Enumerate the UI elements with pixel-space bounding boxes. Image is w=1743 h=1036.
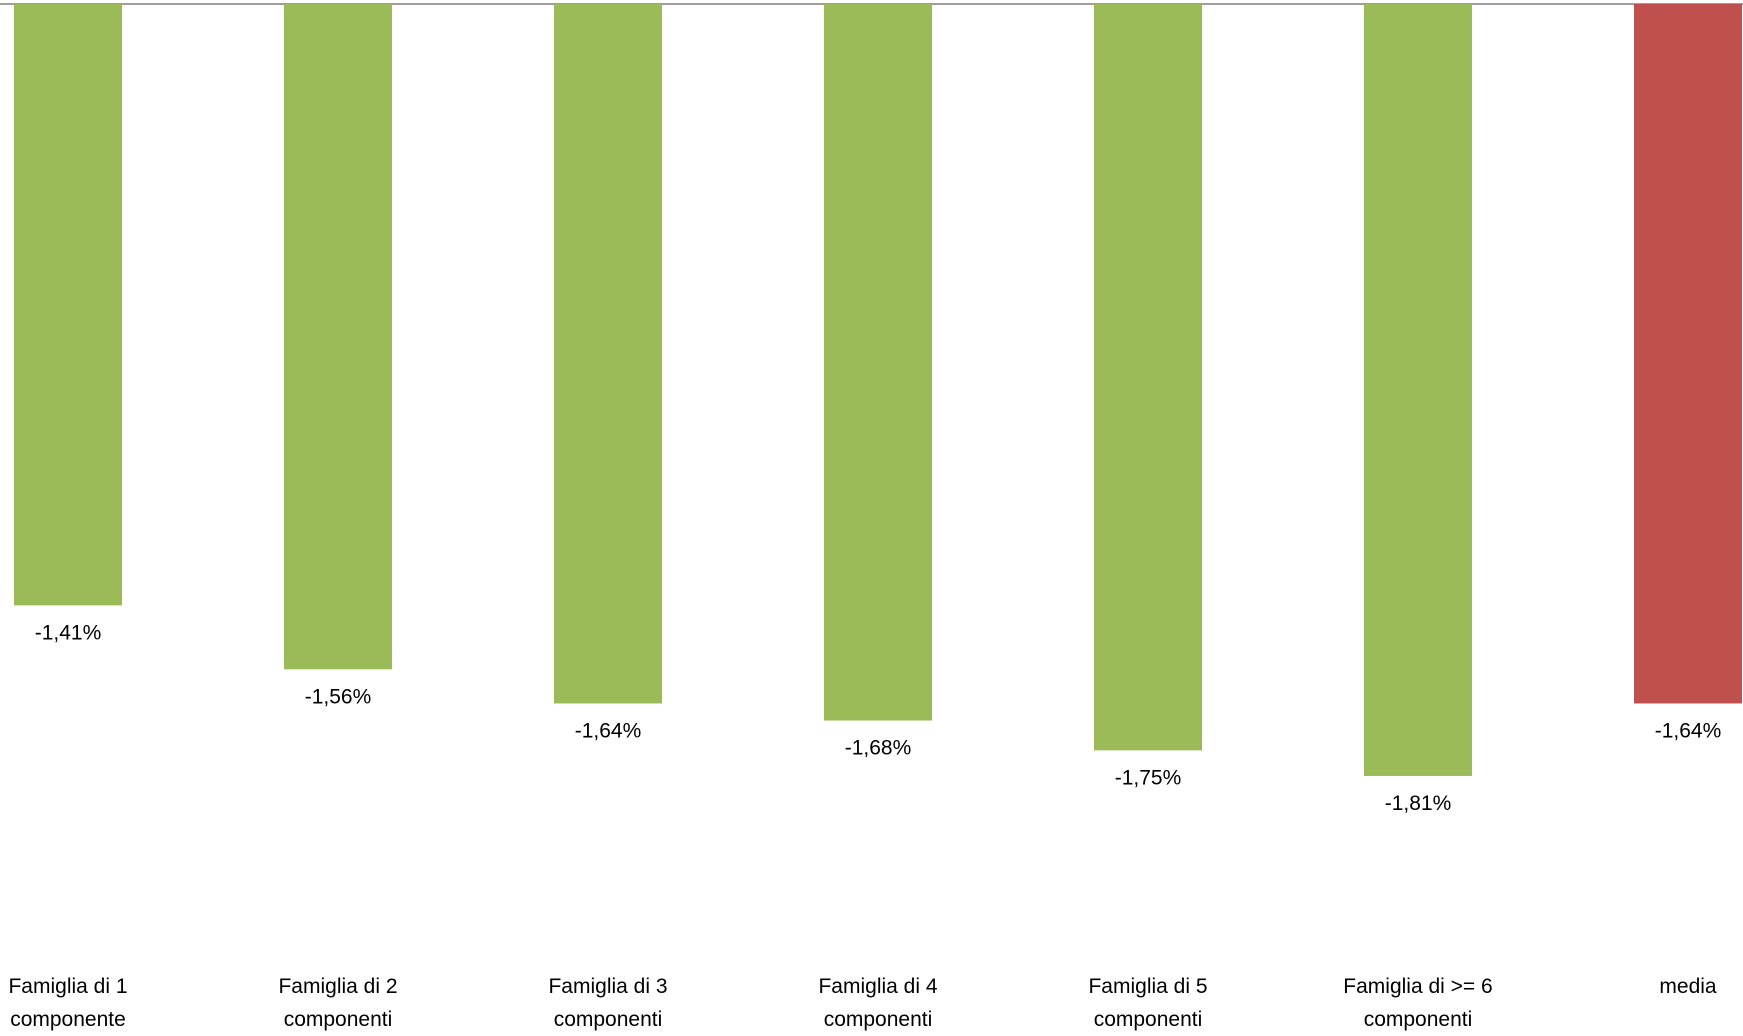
category-label-line: Famiglia di >= 6 xyxy=(1343,975,1492,998)
data-label-3: -1,64% xyxy=(575,719,642,742)
data-label-7: -1,64% xyxy=(1655,719,1722,742)
category-label-2: Famiglia di 2 componenti xyxy=(278,975,397,1031)
category-label-6: Famiglia di >= 6 componenti xyxy=(1343,975,1492,1031)
data-label-2: -1,56% xyxy=(305,685,372,708)
bar-2 xyxy=(284,4,392,670)
category-label-line: componenti xyxy=(1364,1008,1473,1031)
category-label-1: Famiglia di 1 componente xyxy=(8,975,127,1031)
category-label-line: Famiglia di 5 xyxy=(1088,975,1207,998)
category-label-line: componenti xyxy=(1094,1008,1203,1031)
category-label-3: Famiglia di 3 componenti xyxy=(548,975,667,1031)
data-label-4: -1,68% xyxy=(845,737,912,760)
category-label-line: Famiglia di 3 xyxy=(548,975,667,998)
bar-1 xyxy=(14,4,122,606)
category-label-line: media xyxy=(1659,975,1717,998)
bar-6 xyxy=(1364,4,1472,776)
category-label-line: componenti xyxy=(284,1008,393,1031)
data-labels-group: -1,41% -1,56% -1,64% -1,68% -1,75% -1,81% -1,6… xyxy=(35,621,1722,815)
data-label-5: -1,75% xyxy=(1115,766,1182,789)
category-labels-group: Famiglia di 1 componente Famiglia di 2 comp… xyxy=(8,975,1716,1031)
category-label-7: media xyxy=(1659,975,1717,998)
category-label-4: Famiglia di 4 componenti xyxy=(818,975,937,1031)
category-label-line: componenti xyxy=(824,1008,933,1031)
bar-7 xyxy=(1634,4,1742,704)
category-label-line: Famiglia di 4 xyxy=(818,975,937,998)
category-label-line: Famiglia di 2 xyxy=(278,975,397,998)
category-label-line: Famiglia di 1 xyxy=(8,975,127,998)
bars-group xyxy=(14,4,1742,776)
category-label-line: componenti xyxy=(554,1008,663,1031)
category-label-line: componente xyxy=(10,1008,126,1031)
data-label-6: -1,81% xyxy=(1385,792,1452,815)
bar-3 xyxy=(554,4,662,704)
data-label-1: -1,41% xyxy=(35,621,102,644)
bar-5 xyxy=(1094,4,1202,751)
category-label-5: Famiglia di 5 componenti xyxy=(1088,975,1207,1031)
bar-4 xyxy=(824,4,932,721)
